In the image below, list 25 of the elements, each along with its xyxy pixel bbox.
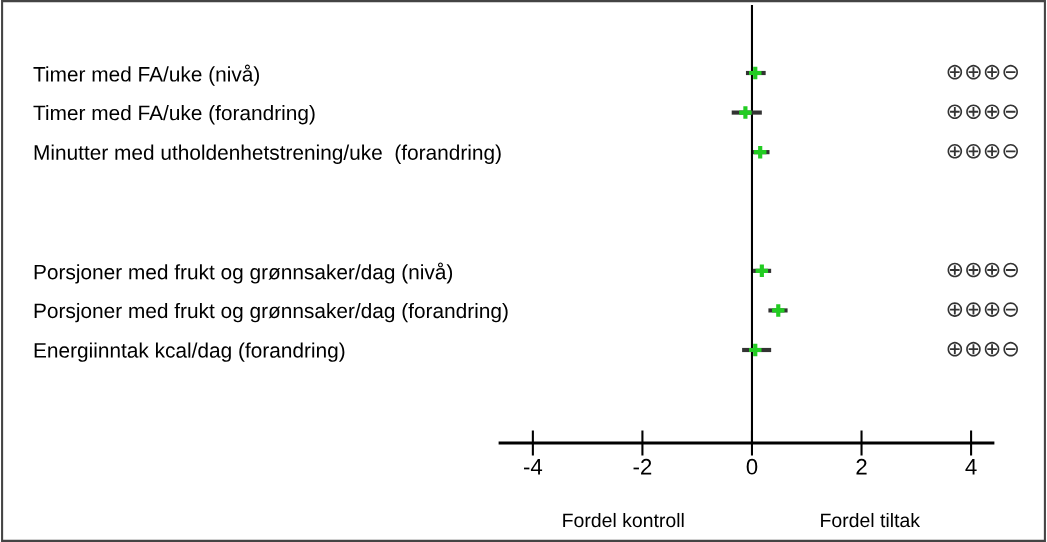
annotation: ⊕⊕⊕⊖ — [947, 302, 1018, 317]
y-tick-label: Timer med FA/uke (forandring) — [33, 105, 315, 125]
annotation: ⊕⊕⊕⊖ — [947, 104, 1018, 120]
point — [749, 66, 762, 80]
annotation: ⊕⊕⊕⊖ — [947, 64, 1018, 80]
annotation: ⊕⊕⊕⊖ — [947, 341, 1018, 357]
point — [772, 304, 785, 317]
y-tick-label: Timer med FA/uke (nivå) — [33, 64, 259, 86]
x-tick-label: -4 — [523, 459, 543, 475]
x-tick-label: 0 — [746, 458, 758, 475]
text: Fordel kontroll — [563, 512, 684, 528]
point — [755, 264, 769, 278]
x-tick-label: -2 — [633, 458, 652, 475]
y-tick-label: Energiinntak kcal/dag (forandring) — [34, 342, 345, 362]
y-tick-label: Porsjoner med frukt og grønnsaker/dag (forandring) — [34, 302, 508, 323]
annotation: ⊕⊕⊕⊖ — [947, 143, 1018, 159]
annotation: ⊕⊕⊕⊖ — [947, 262, 1018, 278]
point — [749, 343, 762, 357]
y-tick-label: Porsjoner med frukt og grønnsaker/dag (nivå) — [34, 262, 453, 284]
y-tick-label: Minutter med utholdenhetstrening/uke (forandring) — [34, 144, 501, 165]
x-tick-label: 4 — [965, 459, 977, 475]
x-tick-label: 2 — [856, 458, 867, 475]
text: Fordel tiltak — [821, 512, 921, 528]
point — [753, 145, 767, 159]
point — [739, 106, 752, 119]
